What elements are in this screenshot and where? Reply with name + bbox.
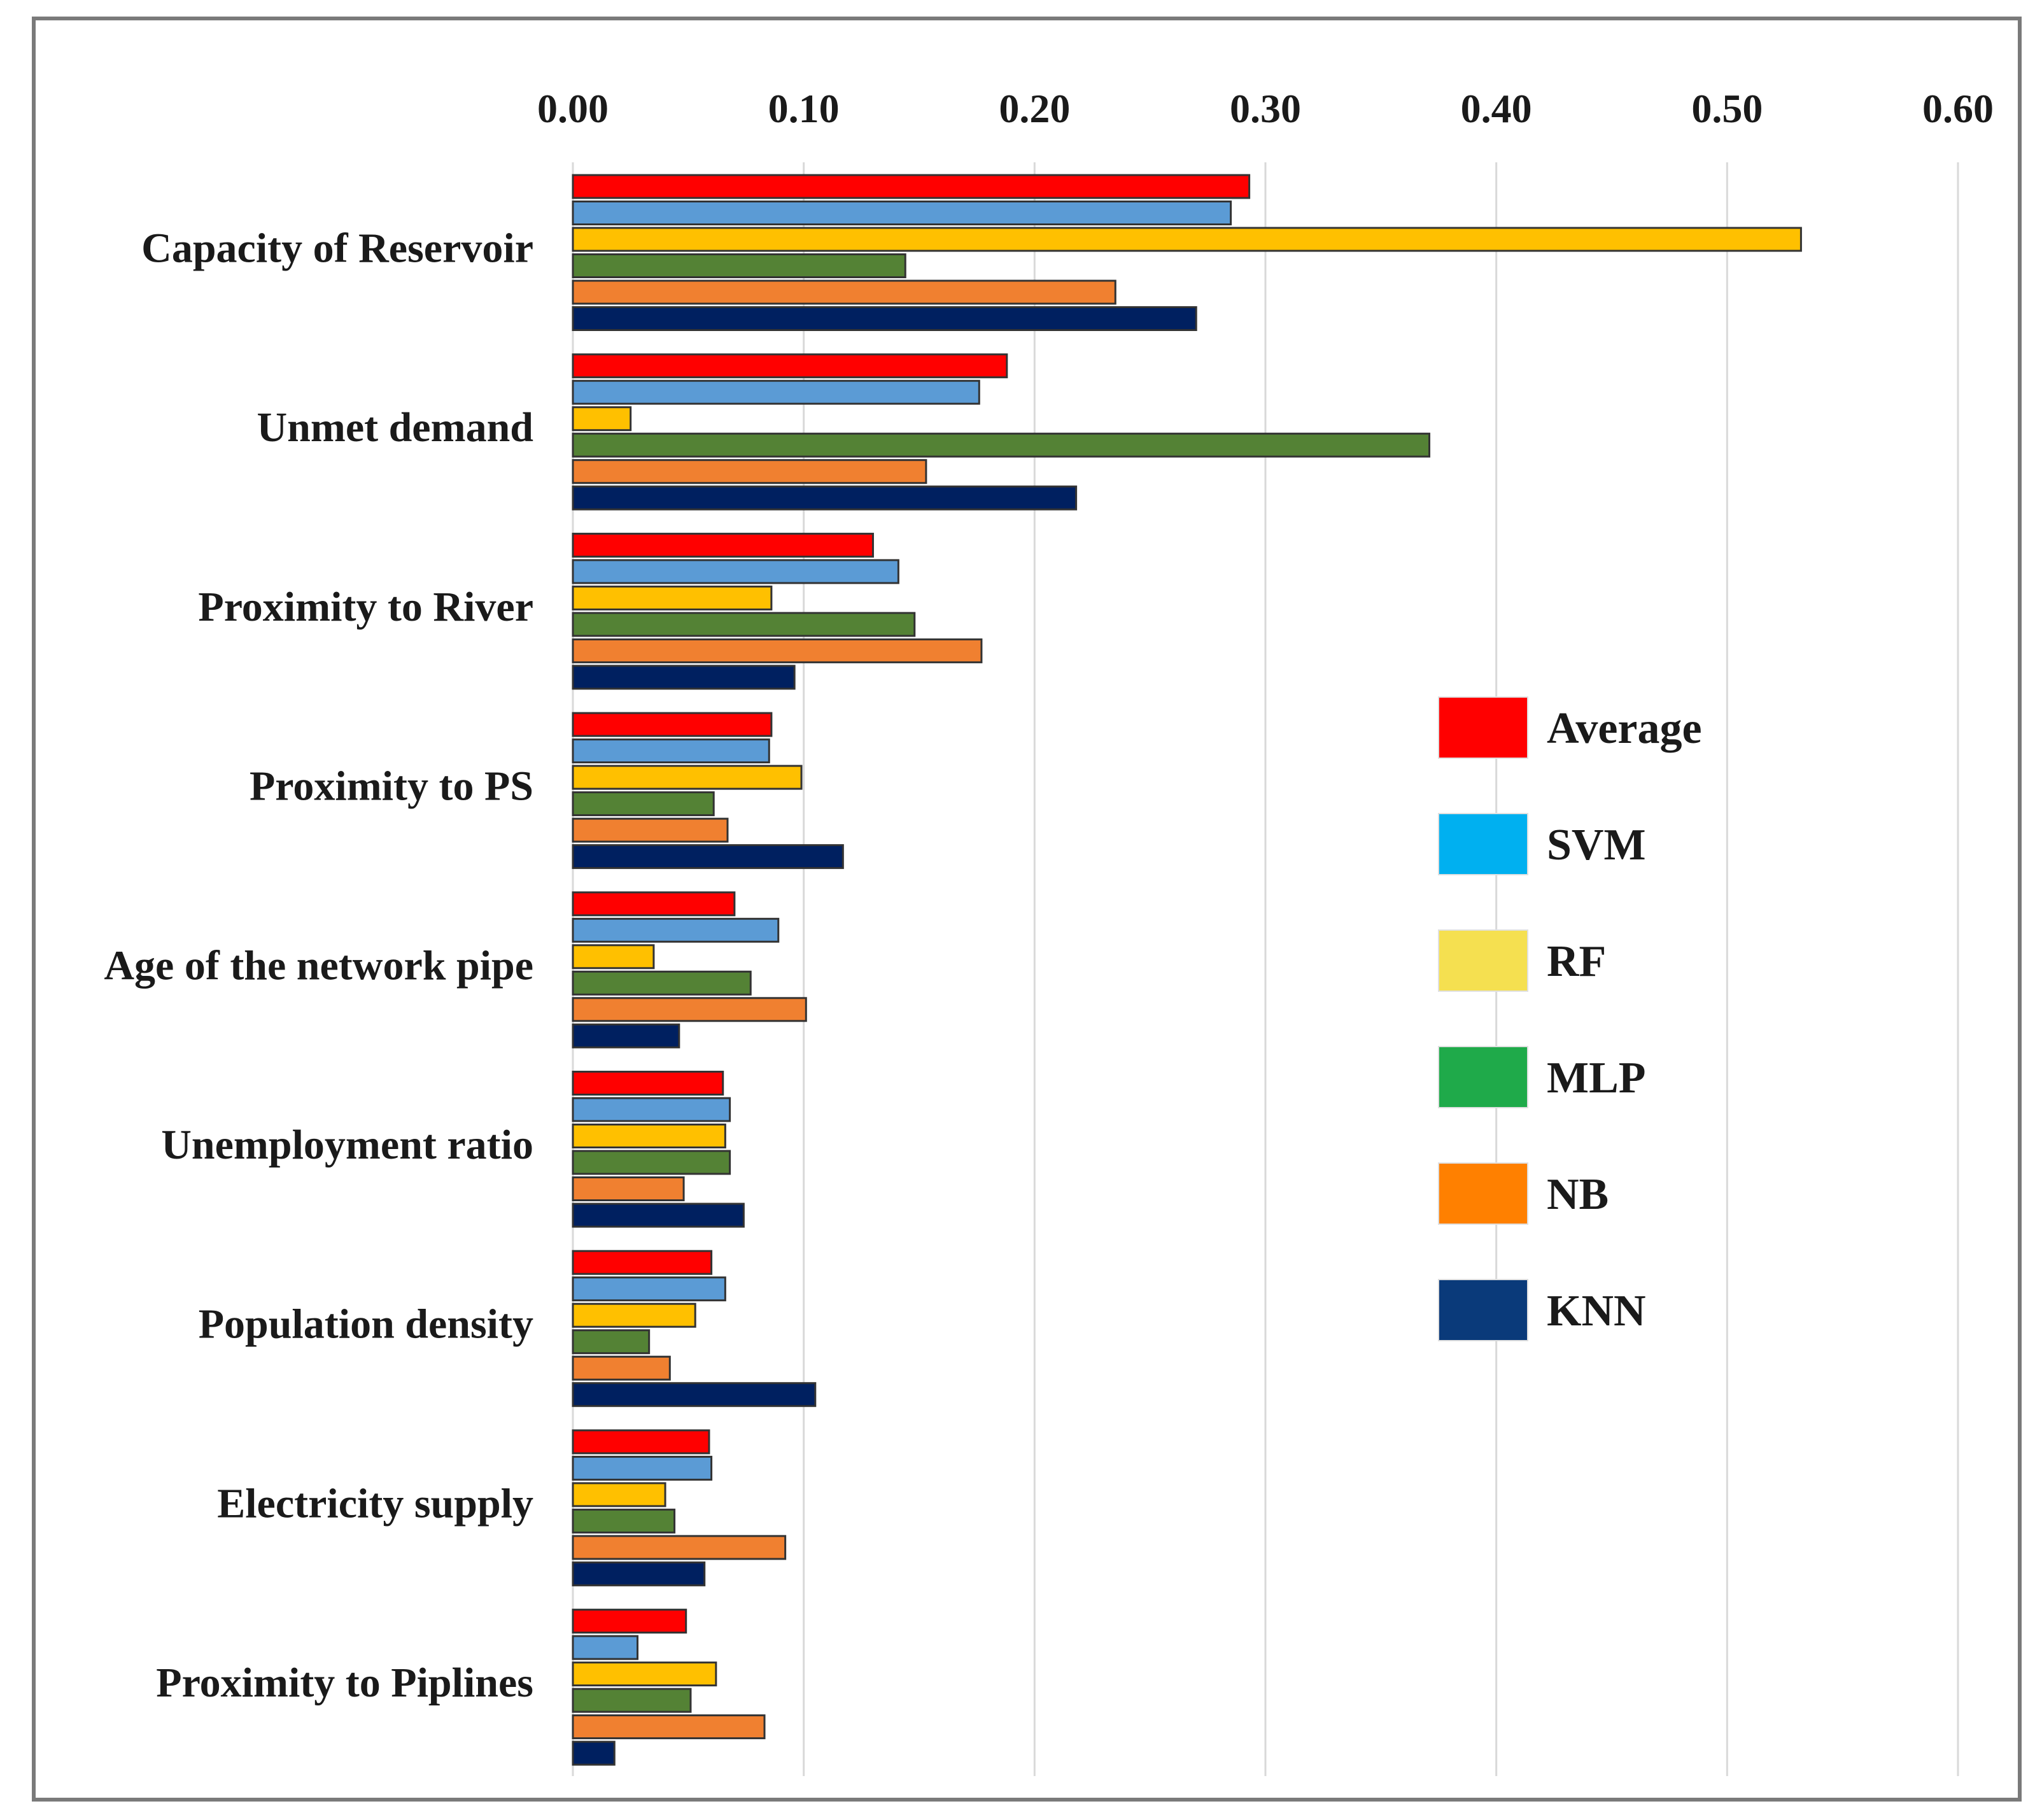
bar-mlp bbox=[572, 970, 752, 996]
bar-nb bbox=[572, 817, 729, 843]
legend-label-mlp: MLP bbox=[1547, 1054, 1646, 1103]
legend-label-rf: RF bbox=[1547, 937, 1606, 986]
category-label: Proximity to PS bbox=[250, 763, 533, 810]
bar-nb bbox=[572, 459, 927, 484]
legend: Average SVM RF MLP NB KNN bbox=[1438, 696, 1702, 1341]
legend-swatch-mlp bbox=[1438, 1046, 1528, 1108]
bar-nb bbox=[572, 1535, 787, 1560]
legend-swatch-rf bbox=[1438, 929, 1528, 992]
bar-average bbox=[572, 1609, 687, 1634]
category-label: Unmet demand bbox=[257, 404, 533, 451]
bar-average bbox=[572, 1250, 713, 1275]
bar-knn bbox=[572, 485, 1078, 511]
bar-rf bbox=[572, 227, 1802, 252]
x-axis-ticks: 0.00 0.10 0.20 0.30 0.40 0.50 0.60 bbox=[537, 86, 1994, 131]
x-tick-label: 0.60 bbox=[1922, 86, 1994, 131]
bar-knn bbox=[572, 306, 1197, 331]
bar-rf bbox=[572, 585, 773, 610]
bar-mlp bbox=[572, 791, 715, 817]
bar-mlp bbox=[572, 612, 916, 637]
bar-mlp bbox=[572, 1329, 651, 1355]
bar-svm bbox=[572, 1455, 713, 1481]
bar-knn bbox=[572, 1382, 817, 1407]
bar-svm bbox=[572, 1276, 726, 1302]
bar-knn bbox=[572, 1740, 616, 1766]
x-tick-label: 0.00 bbox=[537, 86, 609, 131]
bar-svm bbox=[572, 917, 780, 943]
bar-knn bbox=[572, 1203, 745, 1228]
category-label: Population density bbox=[199, 1301, 533, 1348]
bar-average bbox=[572, 1429, 710, 1455]
bar-rf bbox=[572, 1302, 696, 1328]
bar-nb bbox=[572, 279, 1116, 305]
bar-rf bbox=[572, 406, 632, 432]
bar-knn bbox=[572, 1561, 706, 1586]
x-tick-label: 0.20 bbox=[999, 86, 1070, 131]
bar-svm bbox=[572, 1097, 731, 1122]
bar-mlp bbox=[572, 1508, 676, 1534]
bar-average bbox=[572, 353, 1008, 379]
category-label: Proximity to River bbox=[198, 584, 533, 630]
category-label: Unemployment ratio bbox=[161, 1122, 533, 1168]
bar-average bbox=[572, 174, 1251, 199]
bar-nb bbox=[572, 1714, 766, 1740]
bar-rf bbox=[572, 1482, 666, 1507]
bar-svm bbox=[572, 201, 1232, 225]
bar-rf bbox=[572, 944, 655, 970]
bar-svm bbox=[572, 559, 899, 584]
legend-label-svm: SVM bbox=[1547, 821, 1646, 870]
x-tick-label: 0.40 bbox=[1461, 86, 1532, 131]
bar-knn bbox=[572, 1023, 680, 1048]
bar-mlp bbox=[572, 1688, 692, 1713]
bar-svm bbox=[572, 1635, 639, 1660]
legend-label-average: Average bbox=[1547, 704, 1702, 753]
legend-swatch-average bbox=[1438, 696, 1528, 759]
category-labels: Capacity of Reservoir Unmet demand Proximi… bbox=[104, 225, 533, 1707]
bar-nb bbox=[572, 1355, 671, 1381]
x-tick-label: 0.50 bbox=[1691, 86, 1763, 131]
legend-label-nb: NB bbox=[1547, 1170, 1609, 1219]
bars bbox=[572, 174, 1802, 1766]
bar-svm bbox=[572, 379, 980, 405]
bar-nb bbox=[572, 638, 983, 663]
bar-average bbox=[572, 1071, 724, 1096]
bar-mlp bbox=[572, 1150, 731, 1175]
x-tick-label: 0.10 bbox=[768, 86, 840, 131]
bar-average bbox=[572, 712, 773, 737]
bar-rf bbox=[572, 1661, 717, 1687]
category-label: Electricity supply bbox=[217, 1480, 533, 1527]
bar-knn bbox=[572, 844, 844, 870]
bar-average bbox=[572, 532, 874, 558]
category-label: Proximity to Piplines bbox=[156, 1660, 533, 1706]
bar-nb bbox=[572, 997, 807, 1022]
bar-mlp bbox=[572, 432, 1430, 458]
category-label: Capacity of Reservoir bbox=[141, 225, 533, 272]
bar-nb bbox=[572, 1176, 685, 1201]
bar-rf bbox=[572, 1124, 726, 1148]
bar-rf bbox=[572, 765, 803, 790]
bar-knn bbox=[572, 665, 796, 690]
legend-swatch-svm bbox=[1438, 813, 1528, 875]
legend-label-knn: KNN bbox=[1547, 1287, 1646, 1336]
x-tick-label: 0.30 bbox=[1230, 86, 1301, 131]
category-label: Age of the network pipe bbox=[104, 942, 533, 989]
legend-swatch-knn bbox=[1438, 1279, 1528, 1341]
legend-swatch-nb bbox=[1438, 1162, 1528, 1225]
bar-mlp bbox=[572, 253, 906, 278]
bar-average bbox=[572, 891, 736, 917]
bar-svm bbox=[572, 738, 770, 764]
